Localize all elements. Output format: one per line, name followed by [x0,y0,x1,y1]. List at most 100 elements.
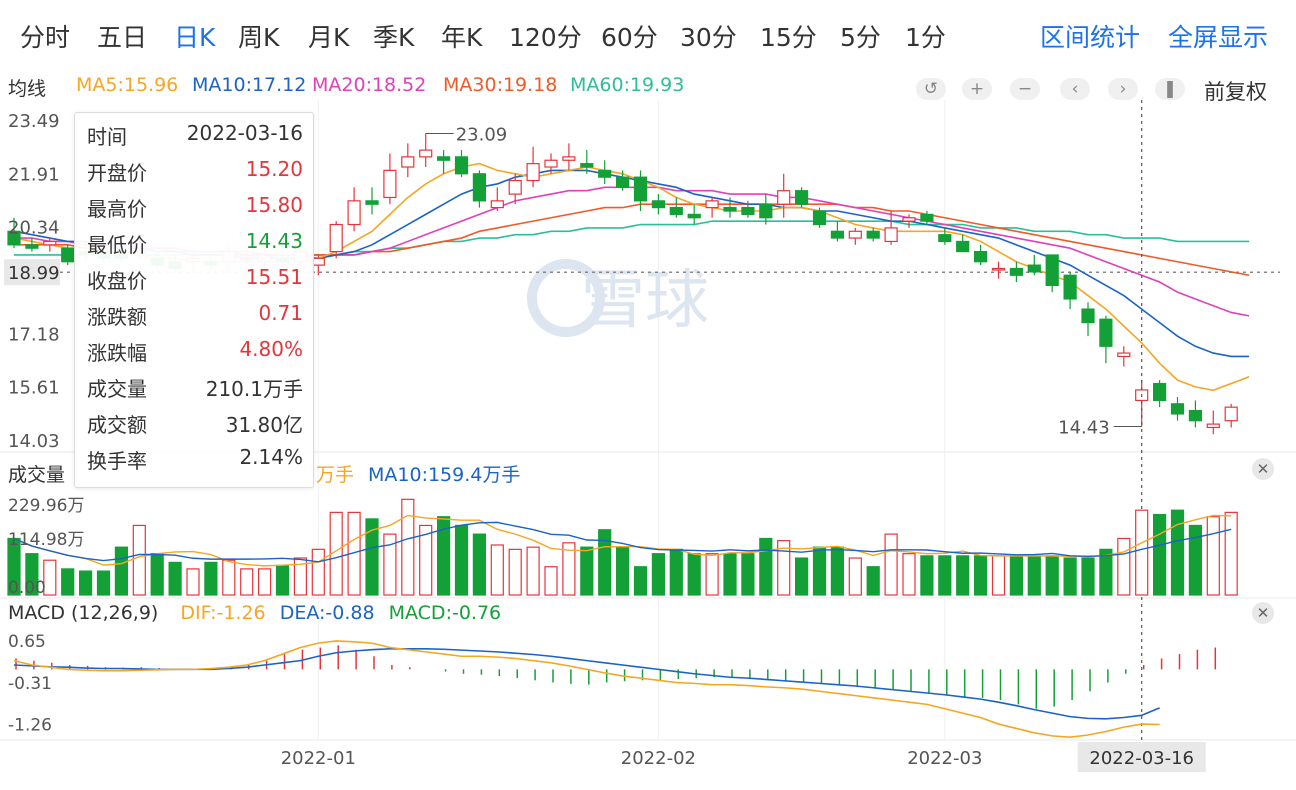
candle-body [1063,274,1077,300]
price-axis-label: 20.34 [8,218,60,239]
candle-body [544,159,558,168]
tab-5min[interactable]: 5分 [840,23,881,52]
candle-body [1099,318,1113,347]
volume-bar [43,559,57,596]
candle-body [437,156,451,161]
candle-body [562,156,576,161]
close-volume-icon[interactable]: ✕ [1252,458,1274,480]
macd-axis-label: -0.31 [8,674,52,694]
fullscreen-button[interactable]: 全屏显示 [1168,23,1269,52]
macd-legend: MACD (12,26,9) DIF:-1.26 DEA:-0.88 MACD:… [8,602,501,624]
volume-bar [1081,557,1095,596]
candle-body [938,234,952,243]
tab-15min[interactable]: 15分 [760,23,817,52]
candle-body [848,230,862,239]
volume-bar [920,555,934,596]
volume-bar [61,568,75,596]
macd-axis-label: -1.26 [8,716,52,736]
volume-bar [419,524,433,596]
candle-body [991,267,1006,271]
macd-dea-line [13,648,1160,720]
tab-rik[interactable]: 日K [174,23,216,52]
volume-bar [365,518,379,596]
volume-ma10-line [13,521,1232,563]
candle-body [920,213,934,222]
watermark-logo [527,259,605,337]
tab-wuri[interactable]: 五日 [97,23,148,52]
volume-bar [526,546,540,596]
ma30-value: MA30:19.18 [443,74,558,96]
volume-bar [114,546,129,596]
candle-body [61,247,75,263]
tab-60min[interactable]: 60分 [601,23,658,52]
high-annotation: 23.09 [456,125,508,146]
tab-fenshi[interactable]: 分时 [20,23,71,52]
adjust-mode-selector[interactable]: 前复权 [1204,80,1267,104]
candle-body [812,210,827,226]
scroll-right-icon[interactable]: › [1108,78,1138,100]
candle-body [1045,254,1059,287]
zoom-in-icon[interactable]: + [962,78,992,100]
volume-bar [204,561,218,596]
candle-body [347,200,361,226]
volume-bar [222,559,236,596]
volume-ma10: MA10:159.4万手 [368,460,520,487]
tab-120min[interactable]: 120分 [509,23,582,52]
ma10-value: MA10:17.12 [192,74,307,96]
volume-bar [168,561,182,596]
candle-body [741,207,755,215]
x-axis-label: 2022-01 [281,748,356,769]
volume-bar [329,511,343,596]
volume-bar [150,553,164,596]
volume-bar [741,553,755,596]
price-axis-label: 23.49 [8,111,60,132]
kline-chart[interactable]: 雪球23.4921.9120.3418.9917.1815.6114.0323.… [0,100,1296,790]
x-axis-label: 2022-03-16 [1089,748,1194,769]
candle-body [902,217,916,222]
close-macd-icon[interactable]: ✕ [1252,602,1274,624]
reset-icon[interactable]: ↺ [916,78,946,100]
selected-date-tag [1077,742,1206,772]
volume-legend: 成交量 [8,460,65,487]
volume-bar [7,537,21,596]
volume-bar [1206,516,1220,596]
tab-jik[interactable]: 季K [373,23,415,52]
volume-bar [1009,555,1024,596]
tab-yuek[interactable]: 月K [308,23,350,52]
volume-ma5-tail: 万手 [316,460,354,487]
candle-body [25,244,39,249]
zoom-out-icon[interactable]: − [1010,78,1040,100]
macd-label: MACD (12,26,9) [8,602,159,624]
tab-zhouk[interactable]: 周K [238,23,280,52]
tooltip-row-volume: 成交量 210.1万手 [87,377,303,401]
price-axis-label: 18.99 [8,263,60,284]
candle-body [615,176,630,188]
volume-bar [240,568,254,596]
tab-niank[interactable]: 年K [441,23,483,52]
pause-icon[interactable]: ❚ [1155,78,1185,100]
volume-bar [78,570,93,596]
candle-body [43,240,57,246]
volume-bar [472,533,486,596]
candle-body [1152,382,1167,402]
macd-dea: DEA:-0.88 [279,602,375,624]
volume-bar [401,498,415,596]
scroll-left-icon[interactable]: ‹ [1060,78,1090,100]
candle-body [598,169,612,178]
volume-bar [723,553,737,596]
tooltip-row-change-pct: 涨跌幅 4.80% [87,337,303,365]
tab-30min[interactable]: 30分 [680,23,737,52]
volume-bar [132,524,146,596]
tooltip-row-turnover: 换手率 2.14% [87,445,303,473]
x-axis-label: 2022-02 [621,748,696,769]
volume-bar [866,566,880,596]
tab-1min[interactable]: 1分 [905,23,946,52]
range-stats-button[interactable]: 区间统计 [1040,23,1141,52]
candle-body [687,213,701,219]
volume-bar [812,546,827,596]
candle-body [508,179,522,195]
price-axis-label: 14.03 [8,431,60,452]
volume-bar [1170,509,1185,596]
candle-body [526,163,540,182]
candle-body [723,207,737,212]
